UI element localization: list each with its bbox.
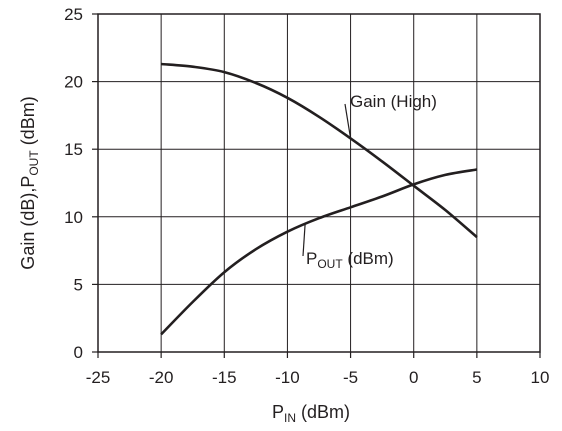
gain-label-leader bbox=[344, 103, 352, 139]
plot-area-frame bbox=[97, 13, 541, 353]
y-tick-label: 0 bbox=[74, 343, 83, 362]
x-tick-label: 5 bbox=[472, 368, 481, 387]
y-axis-ticks: 0 5 10 15 20 25 bbox=[64, 5, 98, 362]
y-tick-label: 5 bbox=[74, 275, 83, 294]
pout-line bbox=[160, 168, 478, 336]
x-tick-label: -20 bbox=[149, 368, 174, 387]
x-title-rest: (dBm) bbox=[296, 402, 350, 422]
x-title-subscript: IN bbox=[284, 411, 296, 425]
y-title-part2: (dBm) bbox=[18, 96, 38, 150]
y-tick-label: 20 bbox=[64, 73, 83, 92]
y-title-subscript: OUT bbox=[27, 150, 41, 176]
x-tick-label: 0 bbox=[409, 368, 418, 387]
x-tick-label: -15 bbox=[212, 368, 237, 387]
gain-high-line bbox=[160, 62, 478, 239]
y-title-part1: Gain (dB),P bbox=[18, 176, 38, 270]
pout-label-rest: (dBm) bbox=[343, 249, 394, 268]
x-axis-title: PIN (dBm) bbox=[272, 402, 350, 425]
y-tick-label: 25 bbox=[64, 5, 83, 24]
y-axis-title: Gain (dB),POUT (dBm) bbox=[18, 96, 41, 269]
series-lines bbox=[160, 62, 478, 336]
y-tick-label: 15 bbox=[64, 140, 83, 159]
x-tick-label: 10 bbox=[531, 368, 550, 387]
annotation-leaders bbox=[302, 103, 352, 257]
y-tick-label: 10 bbox=[64, 208, 83, 227]
x-tick-label: -5 bbox=[343, 368, 358, 387]
pout-label: POUT (dBm) bbox=[306, 249, 394, 271]
x-axis-ticks: -25 -20 -15 -10 -5 0 5 10 bbox=[86, 352, 550, 387]
pout-label-leader bbox=[302, 224, 306, 257]
pout-label-subscript: OUT bbox=[317, 257, 343, 271]
x-tick-label: -10 bbox=[275, 368, 300, 387]
x-title-main: P bbox=[272, 402, 284, 422]
gain-high-label: Gain (High) bbox=[350, 92, 437, 111]
pout-label-main: P bbox=[306, 249, 317, 268]
x-tick-label: -25 bbox=[86, 368, 111, 387]
